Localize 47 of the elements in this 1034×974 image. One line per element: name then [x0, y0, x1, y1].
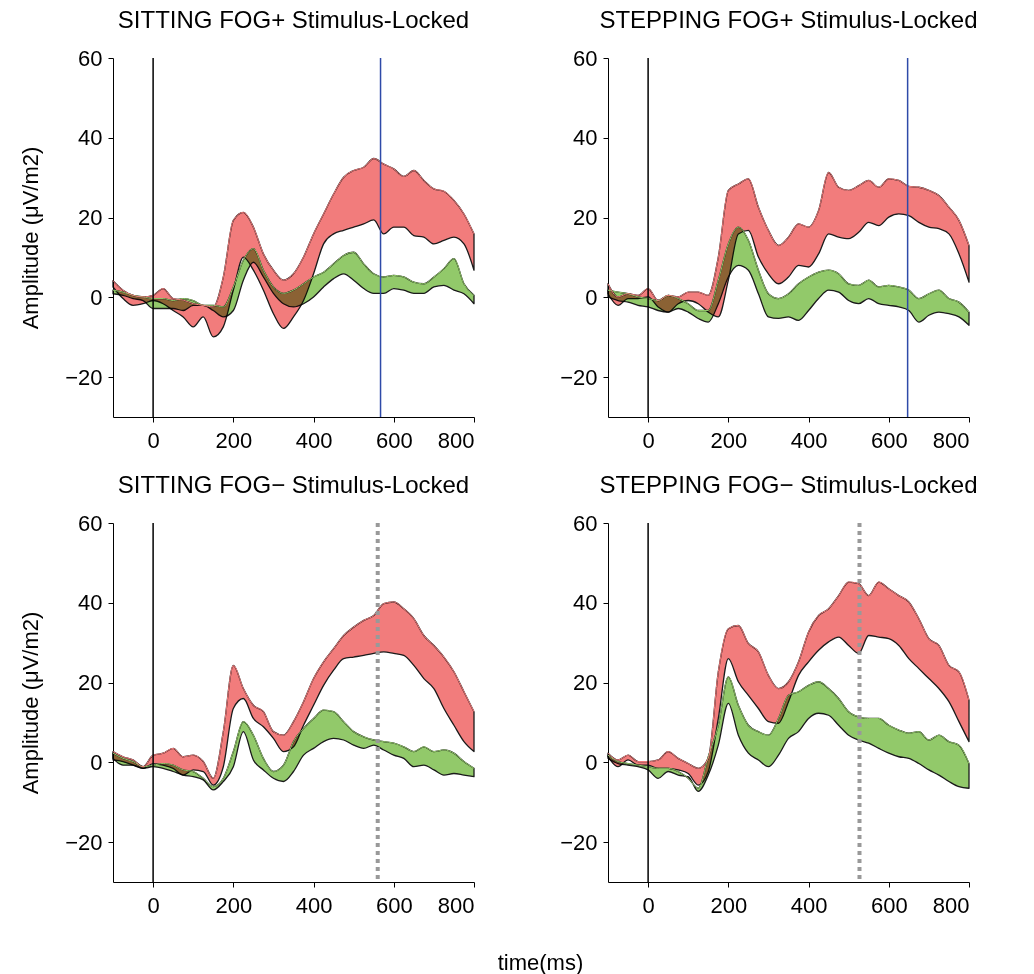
- y-tick-label: 20: [573, 670, 598, 696]
- x-axis-title: time(ms): [497, 949, 584, 974]
- y-tick-label: 20: [573, 205, 598, 231]
- y-tick-label: −20: [65, 364, 103, 390]
- x-tick-label: 400: [295, 892, 333, 918]
- x-tick-label: 800: [437, 427, 475, 453]
- y-tick-label: 0: [585, 284, 598, 310]
- y-tick-label: 60: [78, 45, 103, 71]
- chart-title: SITTING FOG+ Stimulus-Locked: [117, 6, 470, 33]
- x-tick-label: 800: [932, 427, 970, 453]
- x-tick-label: 600: [870, 892, 908, 918]
- x-tick-label: 800: [437, 892, 475, 918]
- x-tick-label: 400: [790, 892, 828, 918]
- y-tick-label: 60: [573, 510, 598, 536]
- x-tick-label: 0: [642, 427, 655, 453]
- y-tick-label: 20: [78, 205, 103, 231]
- chart-title: STEPPING FOG− Stimulus-Locked: [599, 471, 978, 498]
- y-tick-label: −20: [65, 829, 103, 855]
- x-tick-label: 800: [932, 892, 970, 918]
- x-tick-label: 200: [710, 892, 748, 918]
- x-tick-label: 200: [215, 892, 253, 918]
- x-tick-label: 400: [790, 427, 828, 453]
- y-tick-label: 40: [78, 125, 103, 151]
- chart-title: SITTING FOG− Stimulus-Locked: [117, 471, 470, 498]
- x-tick-label: 400: [295, 427, 333, 453]
- y-tick-label: 40: [78, 590, 103, 616]
- y-tick-label: 0: [585, 749, 598, 775]
- x-tick-label: 600: [870, 427, 908, 453]
- y-axis-title: Amplitude (μV/m2): [18, 146, 44, 330]
- x-tick-label: 0: [147, 427, 160, 453]
- y-tick-label: 60: [78, 510, 103, 536]
- x-tick-label: 200: [710, 427, 748, 453]
- x-tick-label: 0: [642, 892, 655, 918]
- x-tick-label: 600: [375, 892, 413, 918]
- y-axis-title: Amplitude (μV/m2): [18, 611, 44, 795]
- y-tick-label: 20: [78, 670, 103, 696]
- y-tick-label: 0: [90, 284, 103, 310]
- y-tick-label: 60: [573, 45, 598, 71]
- y-tick-label: −20: [560, 364, 598, 390]
- y-tick-label: −20: [560, 829, 598, 855]
- x-tick-label: 200: [215, 427, 253, 453]
- y-tick-label: 40: [573, 125, 598, 151]
- y-tick-label: 40: [573, 590, 598, 616]
- chart-title: STEPPING FOG+ Stimulus-Locked: [599, 6, 978, 33]
- x-tick-label: 600: [375, 427, 413, 453]
- y-tick-label: 0: [90, 749, 103, 775]
- x-tick-label: 0: [147, 892, 160, 918]
